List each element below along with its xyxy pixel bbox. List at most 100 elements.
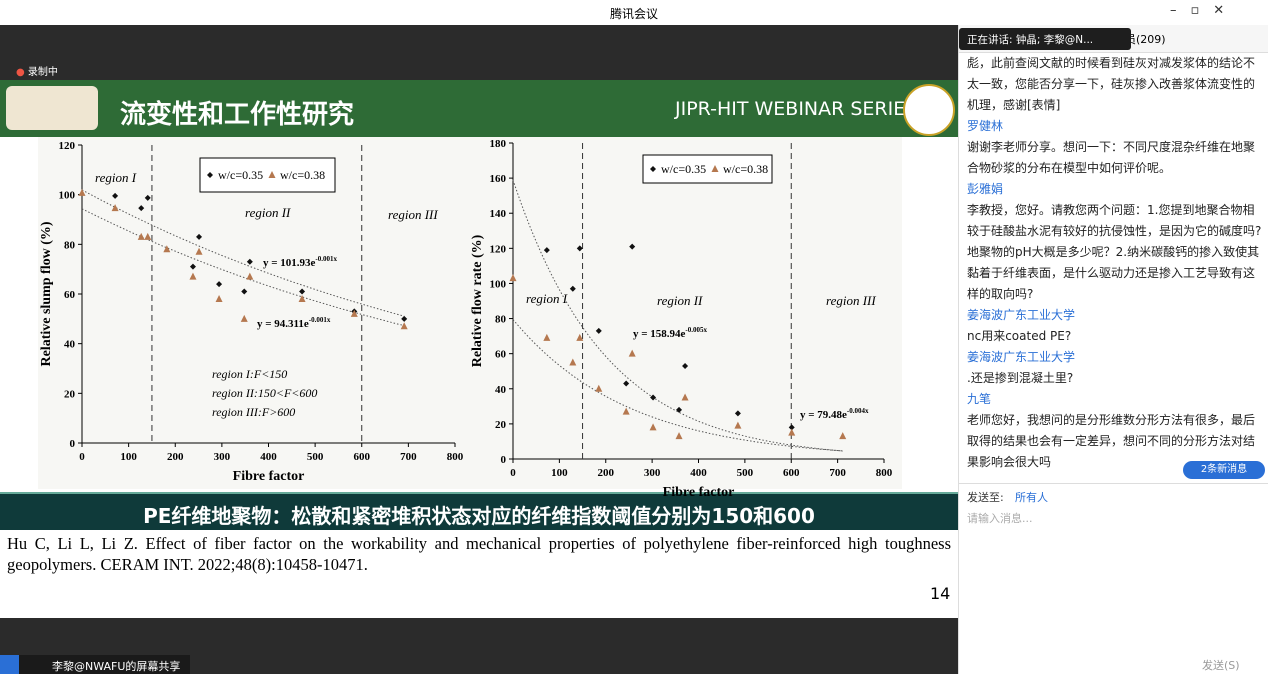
triangle-marker — [215, 294, 223, 302]
triangle-marker — [111, 204, 119, 212]
x-axis-label: Fibre factor — [663, 485, 735, 500]
diamond-marker — [138, 205, 145, 212]
triangle-marker — [569, 358, 577, 366]
triangle-marker — [628, 349, 636, 357]
triangle-marker — [576, 333, 584, 341]
region-label: region I — [95, 170, 137, 185]
region-note: region I:F<150 — [212, 367, 287, 381]
fit-equation: y = 94.311e-0.001x — [257, 316, 331, 330]
region-label: region III — [388, 207, 438, 222]
triangle-marker — [400, 322, 408, 330]
user-icon[interactable] — [0, 655, 19, 674]
charts: 0 100 200 300 400 500 600 700 800 0 20 40 60 80 100 120… — [38, 137, 902, 500]
triangle-marker — [246, 272, 254, 280]
x-tick-label: 700 — [400, 451, 417, 463]
y-tick-label: 20 — [64, 388, 76, 400]
message-text: 李教授，您好。请教您两个问题：1.您提到地聚合物相较于硅酸盐水泥有较好的抗侵蚀性… — [967, 203, 1262, 301]
reference: Hu C, Li L, Li Z. Effect of fiber factor… — [7, 534, 951, 574]
y-tick-label: 120 — [59, 140, 76, 152]
x-tick-label: 500 — [737, 467, 754, 479]
message-input[interactable]: 请输入消息... — [967, 512, 1033, 525]
slide-header: 流变性和工作性研究 JIPR-HIT WEBINAR SERIES — [0, 80, 958, 137]
triangle-marker — [649, 423, 657, 431]
equation-exponent: -0.001x — [315, 255, 337, 263]
y-axis-label: Relative flow rate (%) — [470, 234, 485, 367]
chat-panel: 员(209) 正在讲话: 钟晶; 李黎@N... 彪，此前查阅文献的时候看到硅灰… — [958, 25, 1268, 674]
y-tick-label: 20 — [495, 419, 507, 431]
diamond-marker — [576, 245, 583, 252]
legend-label: w/c=0.38 — [280, 168, 325, 182]
y-axis-label: Relative slump flow (%) — [39, 221, 54, 366]
x-tick-label: 100 — [551, 467, 568, 479]
y-tick-label: 40 — [64, 339, 76, 351]
message-name: 彭雅娟 — [967, 182, 1004, 196]
x-tick-label: 0 — [510, 467, 516, 479]
window-controls[interactable]: –▫✕ — [1170, 3, 1239, 18]
diamond-marker — [144, 194, 151, 201]
equation-text: y = 94.311e — [257, 318, 309, 330]
diamond-marker — [207, 172, 213, 178]
members-tab[interactable]: 员(209) — [1125, 33, 1166, 46]
diamond-marker — [650, 394, 657, 401]
triangle-marker — [509, 274, 517, 282]
x-tick-label: 100 — [120, 451, 137, 463]
triangle-marker — [675, 432, 683, 440]
diamond-marker — [595, 327, 602, 334]
region-label: region III — [826, 293, 876, 308]
triangle-marker — [543, 333, 551, 341]
x-tick-label: 200 — [598, 467, 615, 479]
new-messages[interactable]: 2条新消息 — [1183, 461, 1265, 479]
triangle-marker — [734, 421, 742, 429]
legend-label: w/c=0.35 — [661, 162, 706, 176]
equation-text: y = 101.93e — [263, 257, 316, 269]
fit-curve — [81, 189, 405, 317]
triangle-marker — [350, 309, 358, 317]
equation-exponent: -0.001x — [309, 316, 331, 324]
fit-curve — [512, 179, 843, 452]
caption: PE纤维地聚物：松散和紧密堆积状态对应的纤维指数阈值分别为150和600 — [143, 504, 815, 528]
y-tick-label: 140 — [490, 208, 507, 220]
triangle-marker — [144, 232, 152, 240]
diamond-marker — [401, 315, 408, 322]
divider — [959, 483, 1268, 484]
recording: ● 录制中 — [16, 63, 58, 78]
diamond-marker — [543, 247, 550, 254]
y-tick-label: 60 — [495, 349, 507, 361]
share-bar: 李黎@NWAFU的屏幕共享 — [0, 655, 190, 674]
triangle-marker — [595, 384, 603, 392]
diamond-marker — [216, 281, 223, 288]
rec-text: 录制中 — [27, 67, 58, 78]
triangle-marker — [78, 188, 86, 196]
share-label: 李黎@NWAFU的屏幕共享 — [52, 660, 181, 673]
chart-background — [38, 137, 902, 489]
message-name: 罗健林 — [967, 119, 1004, 133]
equation-text: y = 158.94e — [633, 328, 686, 340]
diamond-marker — [241, 288, 248, 295]
equation-exponent: -0.005x — [685, 326, 707, 334]
y-tick-label: 80 — [495, 314, 507, 326]
triangle-marker — [268, 171, 276, 178]
triangle-marker — [622, 407, 630, 415]
x-tick-label: 600 — [354, 451, 371, 463]
x-tick-label: 300 — [214, 451, 231, 463]
x-tick-label: 700 — [829, 467, 846, 479]
legend-box — [199, 157, 336, 193]
region-label: region I — [526, 291, 568, 306]
send-to[interactable]: 所有人 — [1015, 491, 1048, 504]
x-tick-label: 300 — [644, 467, 661, 479]
diamond-marker — [299, 288, 306, 295]
fit-equation: y = 101.93e-0.001x — [263, 255, 337, 269]
y-tick-label: 160 — [490, 173, 507, 185]
send-button[interactable]: 发送(S) — [1202, 659, 1240, 672]
triangle-marker — [195, 247, 203, 255]
send-to-label: 发送至: — [967, 491, 1004, 504]
triangle-marker — [137, 232, 145, 240]
message-name: 姜海波广东工业大学 — [967, 350, 1076, 364]
diamond-marker — [246, 258, 253, 265]
x-axis-label: Fibre factor — [233, 469, 305, 484]
legend-label: w/c=0.35 — [218, 168, 263, 182]
legend-label: w/c=0.38 — [723, 162, 768, 176]
diamond-marker — [189, 263, 196, 270]
message-name: 姜海波广东工业大学 — [967, 308, 1076, 322]
diamond-marker — [629, 243, 636, 250]
